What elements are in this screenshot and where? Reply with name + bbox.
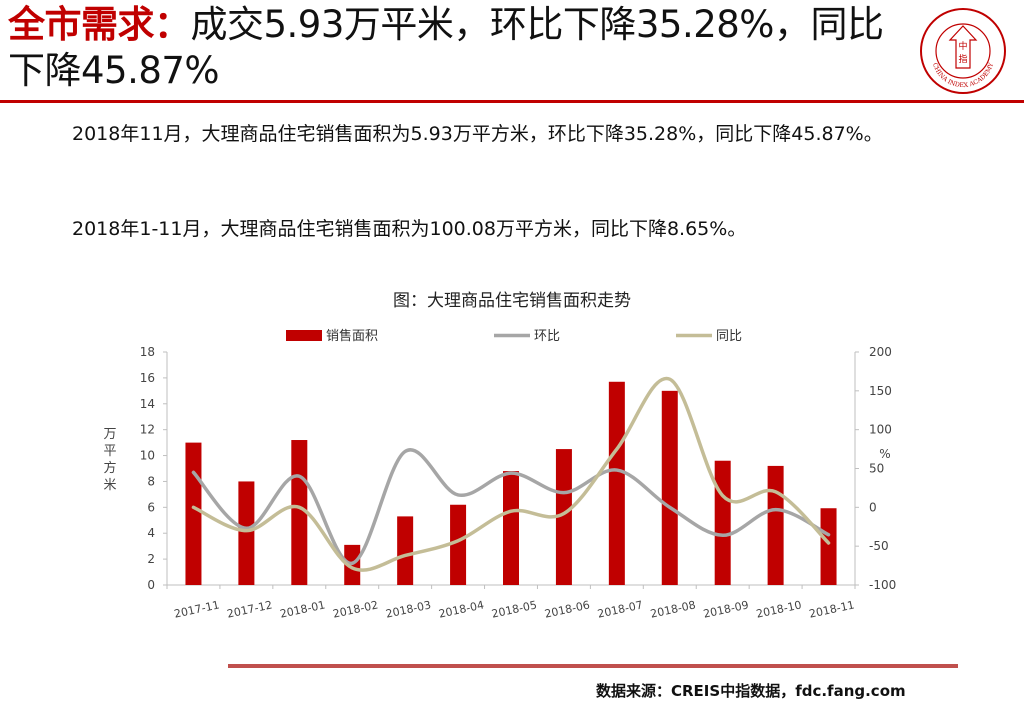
paragraph-ytd: 2018年1-11月，大理商品住宅销售面积为100.08万平方米，同比下降8.6… — [72, 218, 747, 240]
y-tick-label-left: 16 — [140, 371, 155, 385]
title-underline — [0, 100, 1024, 103]
y-tick-label-left: 0 — [147, 578, 155, 592]
y-tick-label-left: 14 — [140, 397, 155, 411]
logo-char-2: 指 — [958, 53, 967, 65]
line-yoy-change — [191, 376, 831, 572]
title-keyword: 全市需求： — [8, 3, 191, 46]
x-tick-label: 2018-05 — [490, 598, 538, 620]
bar-sales-area — [767, 465, 784, 585]
bar-sales-area — [661, 390, 678, 585]
x-tick-label: 2018-08 — [649, 598, 697, 620]
x-tick-label: 2018-04 — [438, 598, 486, 620]
y-tick-label-right: -100 — [869, 578, 896, 592]
y-tick-label-right: 50 — [869, 462, 884, 476]
y-tick-label-right: 200 — [869, 345, 892, 359]
y-axis-label-right: % — [879, 447, 890, 461]
bar-sales-area — [185, 442, 202, 585]
y-tick-label-left: 8 — [147, 474, 155, 488]
y-axis-label-left-char: 万 — [103, 427, 116, 442]
bar-sales-area — [503, 471, 519, 585]
line-mom-change — [191, 448, 831, 565]
x-tick-label: 2018-03 — [385, 598, 433, 620]
x-tick-label: 2017-11 — [173, 598, 221, 620]
y-tick-label-right: -50 — [869, 539, 889, 553]
legend-sales-area-label: 销售面积 — [326, 328, 378, 344]
data-source: 数据来源：CREIS中指数据，fdc.fang.com — [596, 682, 906, 700]
x-tick-label: 2018-02 — [332, 598, 380, 620]
y-axis-label-left-char: 米 — [103, 478, 116, 493]
bar-sales-area — [238, 481, 255, 585]
legend-yoy-label: 同比 — [716, 329, 742, 344]
x-tick-label: 2018-07 — [596, 598, 644, 620]
legend-sales-area-swatch — [286, 330, 322, 341]
page-title: 全市需求：成交5.93万平米，环比下降35.28%，同比下降45.87% — [8, 2, 908, 94]
bar-sales-area — [450, 504, 467, 585]
paragraph-monthly: 2018年11月，大理商品住宅销售面积为5.93万平方米，环比下降35.28%，… — [72, 123, 883, 145]
chart-title: 图：大理商品住宅销售面积走势 — [393, 291, 631, 311]
sales-area-chart: 0 2 4 6 8 10 12 14 16 18 -100 -50 0 50 100 150 200 万平方米% 2… — [103, 328, 896, 621]
y-tick-label-left: 2 — [147, 552, 155, 566]
bar-sales-area — [820, 508, 837, 585]
bar-sales-area — [714, 460, 731, 585]
bar-sales-area — [608, 381, 625, 585]
x-tick-label: 2018-10 — [755, 598, 803, 620]
legend-mom-label: 环比 — [534, 329, 560, 344]
y-tick-label-left: 4 — [147, 526, 155, 540]
china-index-academy-logo: 中 指 CHINA INDEX ACADEMY — [920, 8, 1006, 94]
logo-char-1: 中 — [958, 40, 967, 52]
footer-rule — [228, 664, 958, 668]
y-tick-label-right: 0 — [869, 500, 877, 514]
bar-sales-area — [555, 449, 572, 585]
title-text: 成交5.93万平米，环比下降35.28%，同比下降45.87% — [8, 3, 884, 92]
x-tick-label: 2018-01 — [279, 598, 327, 620]
x-tick-label: 2017-12 — [226, 598, 274, 620]
x-tick-label: 2018-09 — [702, 598, 750, 620]
bar-sales-area — [397, 516, 414, 585]
y-tick-label-right: 150 — [869, 384, 892, 398]
y-tick-label-left: 6 — [147, 500, 155, 514]
y-axis-label-left-char: 方 — [103, 460, 116, 476]
x-tick-label: 2018-06 — [543, 598, 591, 620]
y-axis-label-left-char: 平 — [103, 444, 116, 459]
y-tick-label-left: 18 — [140, 345, 155, 359]
y-tick-label-left: 12 — [140, 423, 155, 437]
y-tick-label-left: 10 — [140, 449, 155, 463]
x-tick-label: 2018-11 — [808, 598, 856, 620]
y-tick-label-right: 100 — [869, 423, 892, 437]
